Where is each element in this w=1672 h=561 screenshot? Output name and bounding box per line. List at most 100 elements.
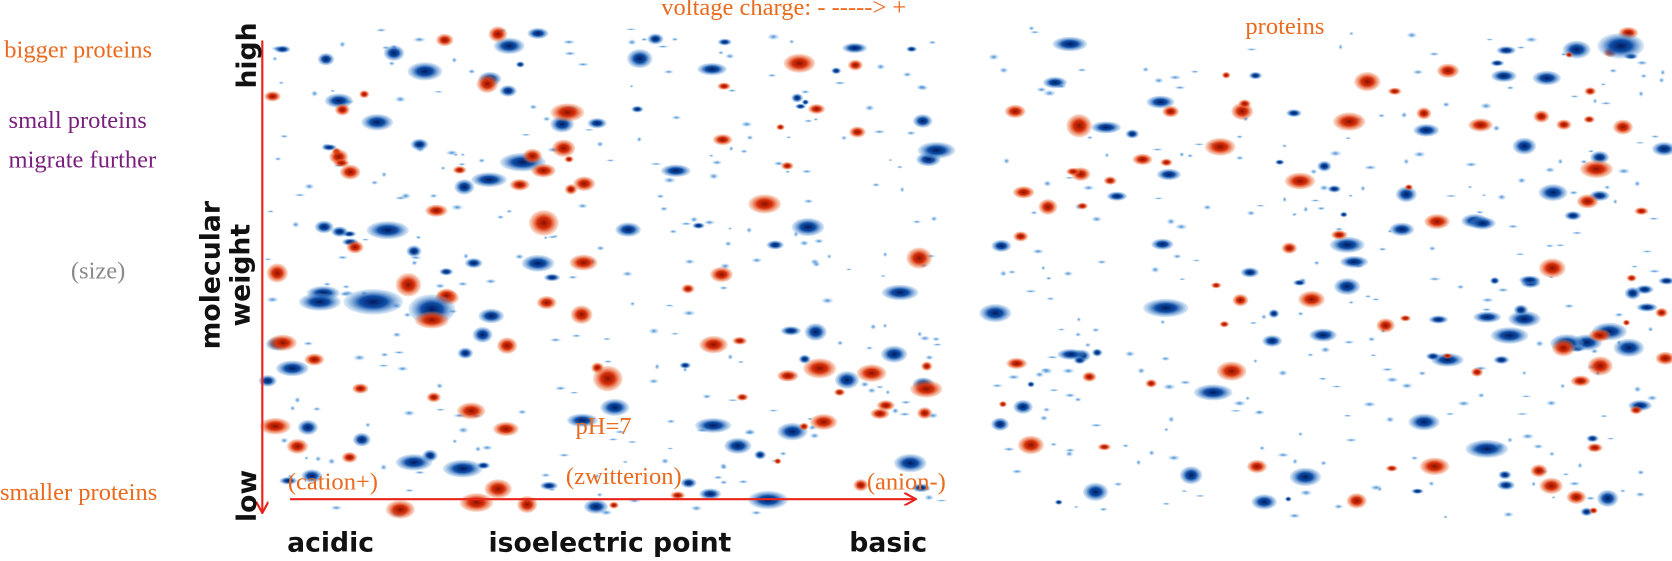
- gel-spot: [1552, 339, 1575, 356]
- gel-spot: [744, 429, 755, 435]
- gel-spot: [435, 283, 445, 288]
- gel-spot: [577, 63, 589, 67]
- gel-spot: [1413, 70, 1423, 75]
- gel-spot: [1555, 244, 1565, 247]
- gel-spot: [1038, 199, 1057, 215]
- gel-spot: [584, 129, 595, 131]
- gel-spot: [1638, 91, 1643, 97]
- gel-spot: [1564, 304, 1574, 308]
- gel-spot: [690, 217, 698, 223]
- gel-spot: [1058, 328, 1066, 331]
- gel-spot: [710, 267, 733, 282]
- gel-spot: [568, 276, 578, 279]
- gel-spot: [699, 488, 721, 499]
- gel-spot: [1230, 410, 1243, 412]
- gel-spot: [380, 464, 387, 470]
- gel-spot: [1043, 180, 1051, 186]
- gel-spot: [1175, 224, 1187, 230]
- gel-spot: [1157, 169, 1181, 181]
- gel-spot: [278, 81, 284, 84]
- gel-spot: [331, 226, 348, 236]
- gel-spot: [1465, 440, 1508, 458]
- gel-spot: [1634, 386, 1641, 392]
- gel-spot: [1247, 211, 1256, 216]
- gel-spot: [1310, 199, 1321, 202]
- gel-spot: [1650, 135, 1659, 138]
- gel-spot: [1445, 413, 1454, 416]
- gel-spot: [808, 104, 825, 114]
- gel-spot: [1344, 341, 1355, 344]
- gel-spot: [530, 104, 538, 109]
- gel-spot: [384, 45, 405, 61]
- gel-spot: [1099, 507, 1107, 511]
- gel-spot: [1609, 69, 1617, 73]
- gel-spot: [436, 383, 443, 389]
- gel-spot: [931, 216, 938, 221]
- gel-spot: [664, 70, 674, 74]
- gel-spot: [267, 210, 275, 213]
- gel-spot: [515, 254, 524, 260]
- gel-spot: [440, 166, 445, 170]
- gel-spot: [1298, 291, 1325, 308]
- gel-spot: [537, 296, 557, 309]
- x-title: isoelectric point: [489, 527, 732, 558]
- gel-spot: [725, 53, 734, 58]
- gel-spot: [1539, 478, 1563, 494]
- gel-spot: [713, 134, 732, 145]
- gel-spot: [516, 61, 525, 67]
- gel-spot: [1083, 185, 1094, 190]
- gel-spot: [571, 305, 593, 324]
- gel-spot: [1307, 353, 1314, 356]
- gel-spot: [565, 184, 578, 194]
- gel-spot: [1652, 142, 1672, 156]
- gel-spot: [1457, 285, 1464, 289]
- gel-spot: [1091, 216, 1101, 222]
- gel-spot: [1320, 461, 1326, 466]
- gel-spot: [458, 427, 468, 433]
- gel-spot: [1098, 443, 1111, 450]
- gel-spot: [804, 199, 814, 203]
- gel-spot: [1659, 77, 1665, 83]
- gel-spot: [1154, 197, 1163, 199]
- gel-spot: [849, 126, 866, 137]
- gel-spot: [1194, 384, 1233, 400]
- gel-spot: [1282, 197, 1287, 203]
- gel-spot: [1104, 176, 1117, 184]
- gel-spot: [872, 183, 880, 187]
- gel-spot: [784, 54, 816, 73]
- gel-spot: [1506, 86, 1514, 90]
- gel-spot: [880, 275, 886, 277]
- gel-spot: [1167, 218, 1176, 224]
- gel-spot: [875, 386, 884, 389]
- gel-spot: [1494, 356, 1510, 364]
- gel-spot: [666, 419, 675, 423]
- gel-spot: [1469, 217, 1495, 230]
- gel-spot: [1190, 70, 1199, 73]
- gel-spot: [622, 271, 632, 276]
- gel-spot: [559, 453, 570, 456]
- gel-spot: [415, 235, 421, 239]
- gel-spot: [1173, 254, 1182, 259]
- gel-spot: [1187, 154, 1193, 158]
- gel-spot: [1331, 385, 1342, 387]
- gel-spot: [650, 163, 662, 166]
- gel-spot: [1006, 358, 1027, 369]
- gel-spot: [1046, 297, 1055, 300]
- gel-spot: [1411, 456, 1418, 460]
- gel-spot: [596, 246, 604, 251]
- gel-spot: [1300, 490, 1312, 496]
- gel-spot: [999, 67, 1008, 73]
- gel-spot: [1249, 322, 1257, 325]
- gel-spot: [1345, 137, 1352, 140]
- gel-spot: [1648, 217, 1659, 220]
- gel-spot: [625, 28, 636, 30]
- gel-spot: [1655, 352, 1672, 365]
- gel-spot: [1297, 312, 1303, 316]
- gel-spot: [1376, 318, 1394, 332]
- gel-spot: [1600, 102, 1612, 105]
- gel-spot: [275, 157, 282, 161]
- gel-spot: [563, 40, 575, 44]
- gel-spot: [1562, 473, 1569, 476]
- gel-spot: [1030, 31, 1040, 34]
- gel-spot: [1164, 428, 1169, 432]
